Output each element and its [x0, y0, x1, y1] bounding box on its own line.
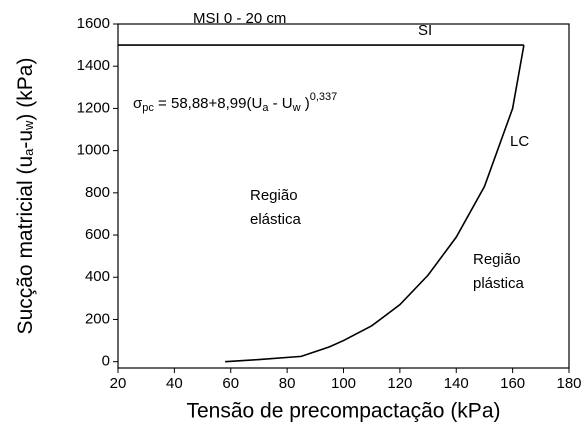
x-tick-label: 20	[110, 375, 127, 392]
x-tick-label: 60	[222, 375, 239, 392]
annotation: plástica	[473, 275, 525, 292]
plot-frame	[117, 23, 570, 369]
line-series	[225, 44, 525, 363]
equation-part: = 58,88+8,99(U	[154, 95, 262, 112]
annotation: LC	[510, 133, 529, 150]
y-axis-label: Sucção matricial (ua-uw) (kPa)	[14, 58, 37, 335]
y-tick-label: 0	[102, 353, 110, 370]
equation: σpc = 58,88+8,99(Ua - Uw )0,337	[133, 91, 337, 113]
y-tick-label: 1400	[77, 57, 110, 74]
annotation: MSI 0 - 20 cm	[193, 10, 286, 27]
annotation: elástica	[250, 211, 302, 228]
y-tick-label: 1200	[77, 99, 110, 116]
equation-part: w	[292, 102, 301, 114]
equation-part: - U	[268, 95, 292, 112]
y-tick-label: 800	[85, 184, 110, 201]
equation-part: )	[301, 95, 310, 112]
y-label-text: Sucção matricial (u	[14, 156, 37, 335]
x-tick-label: 140	[444, 375, 469, 392]
y-label-subscript: a	[21, 148, 36, 156]
y-tick-label: 600	[85, 226, 110, 243]
x-axis-label: Tensão de precompactação (kPa)	[186, 400, 500, 423]
y-tick-label: 200	[85, 310, 110, 327]
x-tick-label: 40	[166, 375, 183, 392]
y-tick-label: 1000	[77, 142, 110, 159]
x-tick-label: 160	[500, 375, 525, 392]
y-tick-label: 400	[85, 268, 110, 285]
y-label-subscript: w	[21, 120, 36, 131]
equation-part: σ	[133, 95, 143, 112]
equation-part: pc	[142, 102, 154, 114]
annotation: Região	[473, 251, 521, 268]
y-label-text: ) (kPa)	[14, 58, 37, 121]
equation-part: 0,337	[310, 91, 338, 103]
x-tick-label: 80	[279, 375, 296, 392]
x-tick-label: 180	[556, 375, 581, 392]
annotation: Região	[250, 187, 298, 204]
annotation: SI	[418, 22, 432, 39]
y-label-text: -u	[14, 130, 37, 149]
x-tick-label: 120	[387, 375, 412, 392]
y-tick-label: 1600	[77, 15, 110, 32]
x-tick-label: 100	[331, 375, 356, 392]
equation-part: a	[262, 102, 269, 114]
